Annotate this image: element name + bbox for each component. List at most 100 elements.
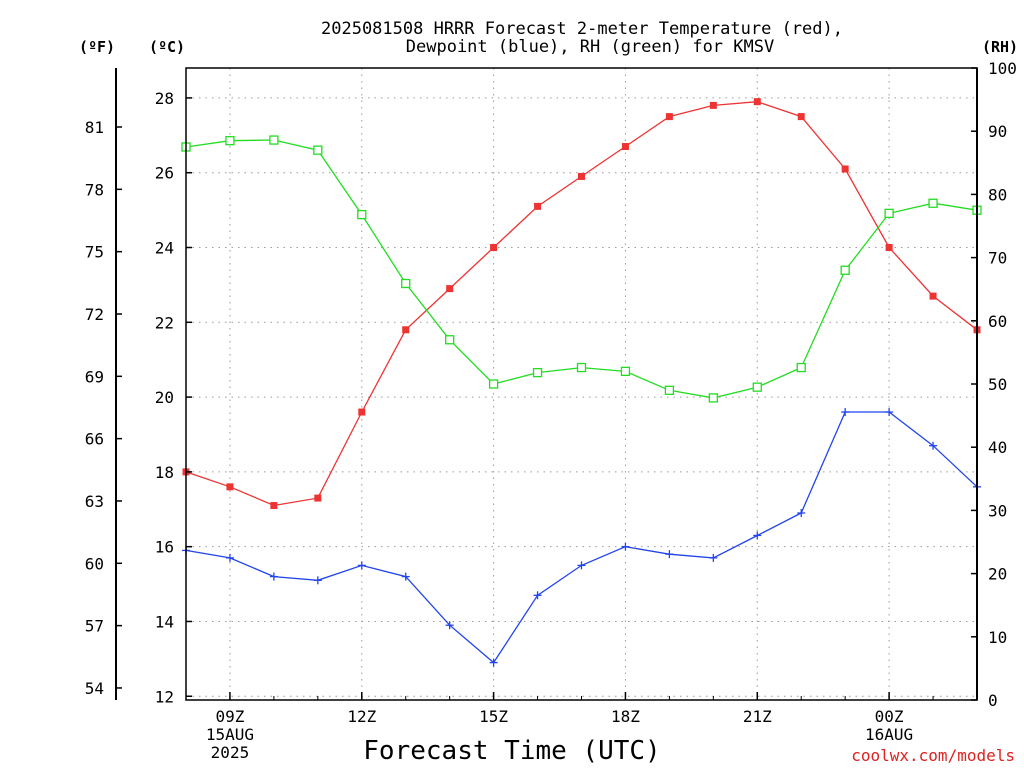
x-tick-label: 21Z <box>743 707 772 726</box>
rh-tick-label: 30 <box>988 501 1007 520</box>
fahrenheit-tick-label: 78 <box>85 180 104 199</box>
temperature-point <box>665 113 673 121</box>
rh-point <box>752 382 762 392</box>
temperature-point <box>358 408 366 416</box>
rh-tick-label: 60 <box>988 312 1007 331</box>
fahrenheit-tick-label: 66 <box>85 430 104 449</box>
dewpoint-point <box>885 408 894 417</box>
celsius-tick-label: 16 <box>155 538 174 557</box>
rh-tick-label: 70 <box>988 249 1007 268</box>
celsius-tick-label: 22 <box>155 313 174 332</box>
fahrenheit-tick-label: 72 <box>85 305 104 324</box>
rh-tick-label: 20 <box>988 565 1007 584</box>
chart-title-line-2: Dewpoint (blue), RH (green) for KMSV <box>406 37 774 57</box>
fahrenheit-unit-label: (ºF) <box>79 38 115 56</box>
fahrenheit-tick-label: 69 <box>85 367 104 386</box>
celsius-tick-label: 14 <box>155 612 174 631</box>
fahrenheit-tick-label: 57 <box>85 617 104 636</box>
x-axis-label: Forecast Time (UTC) <box>363 736 660 766</box>
x-tick-label: 15AUG <box>206 725 254 744</box>
text-layer: 2025081508 HRRR Forecast 2-meter Tempera… <box>79 19 1018 766</box>
dewpoint-point <box>709 553 718 562</box>
dewpoint-point <box>445 621 454 630</box>
fahrenheit-tick-label: 75 <box>85 243 104 262</box>
temperature-point <box>709 101 717 109</box>
x-tick-label: 15Z <box>479 707 508 726</box>
celsius-tick-label: 24 <box>155 239 174 258</box>
dewpoint-point <box>489 658 498 667</box>
rh-tick-label: 80 <box>988 185 1007 204</box>
axes-layer <box>115 67 978 701</box>
rh-tick-label: 40 <box>988 438 1007 457</box>
temperature-point <box>885 244 893 252</box>
temperature-point <box>226 483 234 491</box>
dewpoint-point <box>577 561 586 570</box>
rh-point <box>401 278 411 289</box>
rh-point <box>357 209 367 220</box>
series-layer <box>181 98 982 667</box>
dewpoint-point <box>533 591 542 600</box>
temperature-point <box>929 292 937 300</box>
x-tick-label: 12Z <box>347 707 376 726</box>
temperature-point <box>621 143 629 151</box>
rh-point <box>445 335 455 345</box>
rh-tick-label: 90 <box>988 122 1007 141</box>
temperature-line <box>185 101 978 507</box>
dewpoint-line <box>185 411 978 664</box>
fahrenheit-tick-label: 63 <box>85 492 104 511</box>
dewpoint-point <box>841 408 850 417</box>
rh-point <box>269 135 279 145</box>
fahrenheit-tick-label: 54 <box>85 679 104 698</box>
dewpoint-point <box>753 531 762 540</box>
temperature-point <box>490 244 498 252</box>
source-credit: coolwx.com/models <box>851 746 1015 765</box>
dewpoint-point <box>225 553 234 562</box>
celsius-tick-label: 28 <box>155 89 174 108</box>
rh-point <box>708 393 718 403</box>
x-tick-label: 2025 <box>211 743 250 762</box>
rh-tick-label: 0 <box>988 691 998 710</box>
grid-lines <box>186 68 977 700</box>
rh-tick-label: 10 <box>988 628 1007 647</box>
temperature-point <box>270 502 278 510</box>
rh-tick-label: 50 <box>988 375 1007 394</box>
chart-title-line-1: 2025081508 HRRR Forecast 2-meter Tempera… <box>321 19 843 39</box>
celsius-unit-label: (ºC) <box>149 38 185 56</box>
celsius-tick-label: 20 <box>155 388 174 407</box>
celsius-tick-label: 18 <box>155 463 174 482</box>
temperature-point <box>578 172 585 180</box>
rh-point <box>488 379 499 389</box>
dewpoint-point <box>357 561 366 570</box>
dewpoint-point <box>797 509 806 518</box>
rh-point <box>313 145 323 155</box>
x-tick-label: 00Z <box>875 707 904 726</box>
rh-point <box>532 367 543 378</box>
temperature-point <box>841 165 849 173</box>
temperature-point <box>753 98 761 106</box>
temperature-point <box>314 494 322 502</box>
rh-point <box>928 198 938 208</box>
rh-unit-label: (RH) <box>982 38 1018 56</box>
rh-tick-label: 100 <box>988 59 1017 78</box>
rh-point <box>576 362 587 373</box>
temperature-point <box>534 202 542 210</box>
temperature-point <box>797 113 805 121</box>
celsius-tick-label: 26 <box>155 164 174 183</box>
plot-frame <box>185 67 978 701</box>
temperature-point <box>402 326 410 334</box>
dewpoint-point <box>929 441 938 450</box>
celsius-tick-label: 12 <box>155 687 174 706</box>
rh-point <box>620 366 631 377</box>
rh-point <box>664 385 675 395</box>
dewpoint-point <box>401 572 410 581</box>
rh-point <box>884 208 894 219</box>
fahrenheit-tick-label: 81 <box>85 118 104 137</box>
rh-point <box>840 265 850 275</box>
temperature-point <box>446 285 454 293</box>
dewpoint-point <box>621 542 630 551</box>
dewpoint-point <box>665 550 674 559</box>
fahrenheit-tick-label: 60 <box>85 554 104 573</box>
x-tick-label: 09Z <box>215 707 244 726</box>
dewpoint-point <box>269 572 278 581</box>
